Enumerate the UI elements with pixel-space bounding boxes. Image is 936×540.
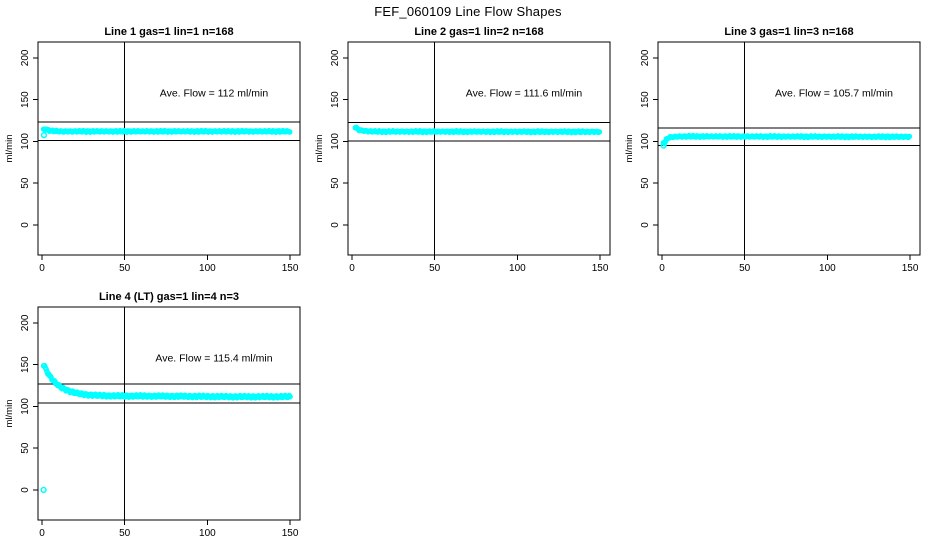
x-tick-label: 150 xyxy=(592,263,609,274)
x-tick-label: 50 xyxy=(429,263,441,274)
x-tick-label: 100 xyxy=(509,263,526,274)
plot-box xyxy=(657,41,921,256)
x-tick-label: 0 xyxy=(659,263,665,274)
x-tick-label: 0 xyxy=(39,263,45,274)
x-tick-label: 50 xyxy=(119,263,131,274)
panel-line-4: 0 50 100 150 0 50 100 150 200 ml/min Line 4 (LT) g… xyxy=(4,291,301,539)
data-points xyxy=(660,132,913,147)
y-tick-label: 150 xyxy=(330,91,341,108)
data-points xyxy=(352,124,603,136)
panel-line-1: 0 50 100 150 0 50 100 150 200 ml/min Line 1 gas=1 … xyxy=(4,26,301,274)
y-tick-label: 100 xyxy=(330,133,341,150)
y-tick-label: 200 xyxy=(20,314,31,331)
x-tick-label: 50 xyxy=(739,263,751,274)
x-tick-label: 150 xyxy=(902,263,919,274)
y-axis-label: ml/min xyxy=(4,400,15,428)
ave-flow-annotation: Ave. Flow = 112 ml/min xyxy=(160,87,269,99)
y-tick-label: 50 xyxy=(640,177,651,189)
y-tick-label: 200 xyxy=(640,49,651,66)
axes-frame xyxy=(343,41,611,260)
y-tick-label: 150 xyxy=(20,356,31,373)
plot-box xyxy=(347,41,611,256)
y-axis-label: ml/min xyxy=(314,135,325,163)
x-tick-label: 0 xyxy=(39,528,45,539)
y-axis-label: ml/min xyxy=(4,135,15,163)
plot-box xyxy=(37,41,301,256)
outlier-points xyxy=(660,142,667,149)
y-tick-label: 0 xyxy=(640,222,651,228)
y-tick-label: 100 xyxy=(640,133,651,150)
panel-line-3: 0 50 100 150 0 50 100 150 200 ml/min Line 3 gas=1 … xyxy=(624,26,921,274)
y-tick-label: 150 xyxy=(640,91,651,108)
y-tick-label: 200 xyxy=(20,49,31,66)
y-tick-label: 150 xyxy=(20,91,31,108)
data-points xyxy=(40,126,293,135)
x-tick-label: 100 xyxy=(199,528,216,539)
x-tick-label: 0 xyxy=(349,263,355,274)
x-tick-label: 50 xyxy=(119,528,131,539)
x-tick-label: 150 xyxy=(282,528,299,539)
y-tick-label: 0 xyxy=(330,222,341,228)
y-tick-label: 50 xyxy=(330,177,341,189)
x-tick-label: 100 xyxy=(199,263,216,274)
page-title: FEF_060109 Line Flow Shapes xyxy=(374,4,562,19)
data-points xyxy=(40,362,293,401)
y-tick-label: 50 xyxy=(20,177,31,189)
ave-flow-annotation: Ave. Flow = 115.4 ml/min xyxy=(155,352,272,364)
outlier-points xyxy=(40,131,48,139)
x-tick-label: 100 xyxy=(819,263,836,274)
y-tick-label: 100 xyxy=(20,398,31,415)
x-tick-label: 150 xyxy=(282,263,299,274)
y-tick-label: 0 xyxy=(20,487,31,493)
ave-flow-annotation: Ave. Flow = 105.7 ml/min xyxy=(775,87,893,99)
axes-frame xyxy=(33,306,301,525)
panel-title: Line 1 gas=1 lin=1 n=168 xyxy=(104,26,233,38)
y-tick-label: 50 xyxy=(20,442,31,454)
y-tick-label: 0 xyxy=(20,222,31,228)
panel-line-2: 0 50 100 150 0 50 100 150 200 ml/min Line 2 gas=1 … xyxy=(314,26,611,274)
ave-flow-annotation: Ave. Flow = 111.6 ml/min xyxy=(466,87,583,99)
axes-frame xyxy=(653,41,921,260)
panel-title: Line 2 gas=1 lin=2 n=168 xyxy=(414,26,543,38)
panel-title: Line 4 (LT) gas=1 lin=4 n=3 xyxy=(99,291,239,303)
y-tick-label: 100 xyxy=(20,133,31,150)
panel-title: Line 3 gas=1 lin=3 n=168 xyxy=(724,26,853,38)
plot-box xyxy=(37,306,301,521)
y-tick-label: 200 xyxy=(330,49,341,66)
axes-frame xyxy=(33,41,301,260)
y-axis-label: ml/min xyxy=(624,135,635,163)
outlier-points xyxy=(40,486,47,494)
